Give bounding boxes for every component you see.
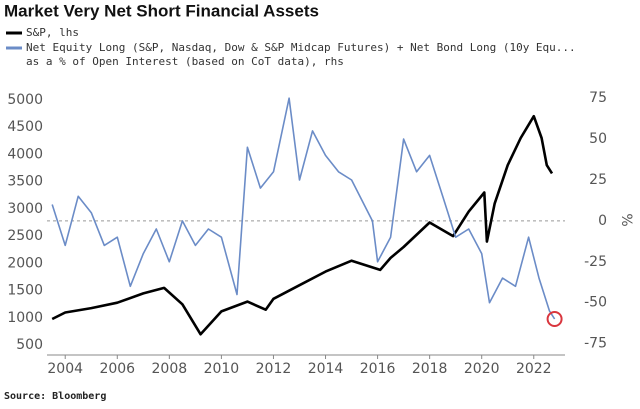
y-tick-label: 5000: [7, 92, 43, 108]
highlight-circle: [546, 311, 563, 328]
x-tick-label: 2012: [256, 361, 292, 377]
x-tick-label: 2018: [412, 361, 448, 377]
y-tick-label: 3000: [7, 201, 43, 217]
x-tick-label: 2020: [464, 361, 500, 377]
y2-axis-label: %: [618, 213, 634, 226]
y2-tick-label: 25: [589, 172, 607, 188]
source: Source: Bloomberg: [4, 391, 106, 402]
x-tick-label: 2004: [47, 361, 83, 377]
series-line: [51, 114, 554, 336]
y-tick-label: 500: [16, 337, 43, 353]
x-tick-label: 2016: [360, 361, 396, 377]
y2-tick-label: 50: [589, 131, 607, 147]
y2-tick-label: -25: [584, 254, 607, 270]
x-tick-label: 2022: [516, 361, 552, 377]
chart-title: Market Very Net Short Financial Assets: [4, 1, 319, 20]
y2-tick-label: -75: [584, 336, 607, 352]
legend-entry: S&P, lhs: [26, 26, 79, 39]
y2-tick-label: 0: [598, 213, 607, 229]
y-tick-label: 4000: [7, 146, 43, 162]
y-tick-label: 3500: [7, 174, 43, 190]
y-tick-label: 2000: [7, 255, 43, 271]
x-tick-label: 2006: [99, 361, 135, 377]
x-tick-label: 2008: [152, 361, 188, 377]
y-tick-label: 4500: [7, 119, 43, 135]
series-line: [51, 97, 556, 320]
x-tick-label: 2014: [308, 361, 344, 377]
legend-entry: Net Equity Long (S&P, Nasdaq, Dow & S&P …: [26, 41, 576, 54]
y2-tick-label: -50: [584, 295, 607, 311]
x-tick-label: 2010: [204, 361, 240, 377]
y-tick-label: 1500: [7, 283, 43, 299]
y-tick-label: 1000: [7, 310, 43, 326]
legend-entry: as a % of Open Interest (based on CoT da…: [26, 55, 344, 68]
y-tick-label: 2500: [7, 228, 43, 244]
y2-tick-label: 75: [589, 90, 607, 106]
